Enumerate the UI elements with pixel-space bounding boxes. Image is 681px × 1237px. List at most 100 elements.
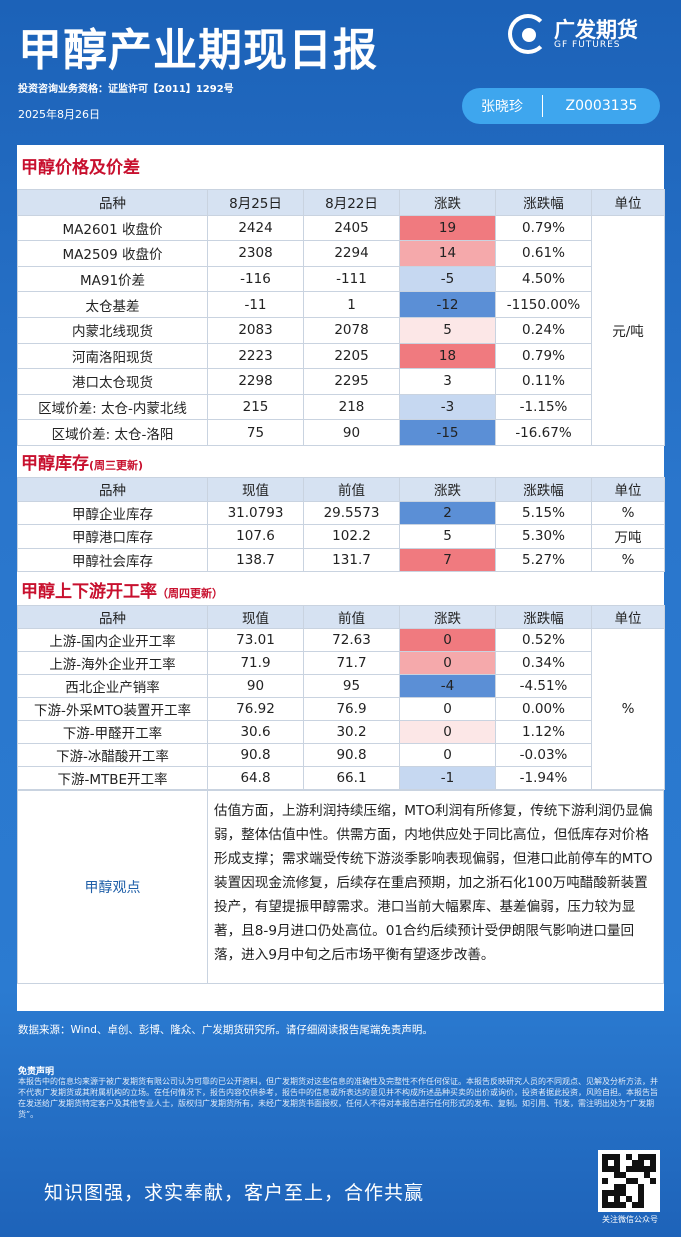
qr-module xyxy=(632,1166,638,1172)
row-name: 下游-外采MTO装置开工率 xyxy=(17,697,208,721)
column-header: 单位 xyxy=(591,605,665,629)
wechat-qr-code xyxy=(598,1150,660,1212)
change-percent: 0.00% xyxy=(495,697,592,721)
column-header: 品种 xyxy=(17,605,208,629)
row-name: 西北企业产销率 xyxy=(17,674,208,698)
change-percent: 0.34% xyxy=(495,651,592,675)
operating-section-title: 甲醇上下游开工率（周四更新） xyxy=(21,577,223,602)
previous-value: 2205 xyxy=(303,342,400,370)
row-name: 上游-国内企业开工率 xyxy=(17,628,208,652)
change-percent: -1.94% xyxy=(495,766,592,790)
change-cell: 5 xyxy=(399,524,496,549)
change-cell: 0 xyxy=(399,720,496,744)
change-cell: 2 xyxy=(399,500,496,525)
operating-title-text: 甲醇上下游开工率 xyxy=(21,582,157,602)
qr-module xyxy=(650,1178,656,1184)
qr-module xyxy=(638,1202,644,1208)
change-percent: 0.24% xyxy=(495,316,592,344)
disclaimer-text: 本报告中的信息均来源于被广发期货有限公司认为可靠的已公开资料，但广发期货对这些信… xyxy=(18,1077,658,1119)
table-row: 上游-海外企业开工率 71.9 71.7 0 0.34% xyxy=(17,651,665,675)
report-header: 甲醇产业期现日报 广发期货 GF FUTURES 投资咨询业务资格：证监许可【2… xyxy=(0,0,681,140)
qr-module xyxy=(602,1166,608,1172)
license-text: 投资咨询业务资格：证监许可【2011】1292号 xyxy=(18,84,234,95)
current-value: 107.6 xyxy=(207,524,304,549)
report-date: 2025年8月26日 xyxy=(18,108,100,121)
current-value: -11 xyxy=(207,291,304,318)
column-header: 现值 xyxy=(207,605,304,629)
column-header: 品种 xyxy=(17,189,208,216)
table-row: 下游-外采MTO装置开工率 76.92 76.9 0 0.00% xyxy=(17,697,665,721)
change-percent: 0.61% xyxy=(495,240,592,267)
analyst-name: 张晓珍 xyxy=(481,99,523,115)
previous-value: 72.63 xyxy=(303,628,400,652)
table-row: 河南洛阳现货 2223 2205 18 0.79% xyxy=(17,342,665,370)
analyst-divider xyxy=(542,95,543,117)
change-percent: -1.15% xyxy=(495,393,592,421)
change-cell: 7 xyxy=(399,547,496,572)
row-name: 区域价差: 太仓-内蒙北线 xyxy=(17,393,208,421)
column-header: 涨跌幅 xyxy=(495,477,592,502)
inventory-update-note: (周三更新) xyxy=(89,459,144,472)
previous-value: 95 xyxy=(303,674,400,698)
change-cell: 0 xyxy=(399,628,496,652)
qr-module xyxy=(638,1166,644,1172)
qr-module xyxy=(620,1202,626,1208)
qr-module xyxy=(614,1196,620,1202)
qr-module xyxy=(602,1178,608,1184)
qr-module xyxy=(614,1184,620,1190)
qr-module xyxy=(614,1166,620,1172)
inventory-section-title: 甲醇库存(周三更新) xyxy=(21,449,143,474)
change-percent: -0.03% xyxy=(495,743,592,767)
change-percent: 0.79% xyxy=(495,214,592,242)
current-value: 2298 xyxy=(207,368,304,395)
qr-module xyxy=(638,1184,644,1190)
qr-module xyxy=(650,1160,656,1166)
change-percent: 5.27% xyxy=(495,547,592,572)
page-title: 甲醇产业期现日报 xyxy=(18,25,378,76)
current-value: 2223 xyxy=(207,342,304,370)
qr-module xyxy=(638,1160,644,1166)
current-value: -116 xyxy=(207,265,304,293)
analyst-code: Z0003135 xyxy=(565,98,638,114)
unit-cell: % xyxy=(591,628,665,790)
qr-module xyxy=(626,1196,632,1202)
row-name: 太仓基差 xyxy=(17,291,208,318)
unit-cell: % xyxy=(591,500,665,525)
row-name: 区域价差: 太仓-洛阳 xyxy=(17,419,208,446)
qr-module xyxy=(608,1154,614,1160)
qr-module xyxy=(638,1190,644,1196)
change-percent: 5.30% xyxy=(495,524,592,549)
qr-module xyxy=(620,1172,626,1178)
table-row: MA91价差 -116 -111 -5 4.50% xyxy=(17,265,665,293)
previous-value: 218 xyxy=(303,393,400,421)
current-value: 64.8 xyxy=(207,766,304,790)
disclaimer-title: 免责声明 xyxy=(18,1067,55,1077)
previous-value: 2405 xyxy=(303,214,400,242)
change-cell: 18 xyxy=(399,342,496,370)
column-header: 8月22日 xyxy=(303,189,400,216)
change-percent: 1.12% xyxy=(495,720,592,744)
previous-value: 102.2 xyxy=(303,524,400,549)
table-row: MA2601 收盘价 2424 2405 19 0.79% 元/吨 xyxy=(17,214,665,446)
row-name: 甲醇社会库存 xyxy=(17,547,208,572)
table-row: 太仓基差 -11 1 -12 -1150.00% xyxy=(17,291,665,318)
previous-value: 71.7 xyxy=(303,651,400,675)
current-value: 73.01 xyxy=(207,628,304,652)
current-value: 138.7 xyxy=(207,547,304,572)
table-row: 下游-冰醋酸开工率 90.8 90.8 0 -0.03% xyxy=(17,743,665,767)
column-header: 单位 xyxy=(591,189,665,216)
change-cell: -15 xyxy=(399,419,496,446)
row-name: 下游-甲醛开工率 xyxy=(17,720,208,744)
logo-text-en: GF FUTURES xyxy=(554,40,621,50)
change-cell: -3 xyxy=(399,393,496,421)
qr-module xyxy=(644,1172,650,1178)
column-header: 8月25日 xyxy=(207,189,304,216)
change-cell: -4 xyxy=(399,674,496,698)
qr-module xyxy=(626,1166,632,1172)
previous-value: 90 xyxy=(303,419,400,446)
company-slogan: 知识图强，求实奉献，客户至上，合作共赢 xyxy=(44,1182,425,1204)
column-header: 前值 xyxy=(303,605,400,629)
row-name: MA2509 收盘价 xyxy=(17,240,208,267)
data-source: 数据来源：Wind、卓创、彭博、隆众、广发期货研究所。请仔细阅读报告尾端免责声明… xyxy=(18,1024,433,1036)
report-card: 甲醇价格及价差 品种 8月25日 8月22日 涨跌 涨跌幅 单位 MA2601 收盘价 242… xyxy=(17,145,665,1011)
